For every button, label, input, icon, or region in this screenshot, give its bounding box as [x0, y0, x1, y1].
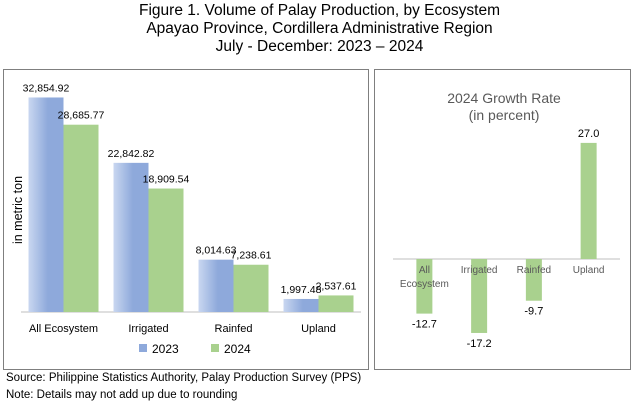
- bar-2023-2: [198, 259, 234, 312]
- bar-2023-1: [113, 162, 149, 312]
- category-label-1: Irrigated: [128, 323, 168, 335]
- bar-2024-3: [318, 295, 354, 312]
- production-volume-panel: 32,854.92 28,685.77 All Ecosystem 22,842.82…: [3, 69, 369, 370]
- growth-label-0: -12.7: [412, 319, 437, 331]
- growth-bar-1: [471, 259, 488, 333]
- figure-subtitle-period: July - December: 2023 – 2024: [215, 38, 424, 55]
- data-label-2023-3: 1,997.48: [281, 284, 322, 296]
- growth-rate-chart: 2024 Growth Rate(in percent) -12.7 All Ecos…: [393, 90, 620, 350]
- category-label-0: All Ecosystem: [29, 323, 98, 335]
- legend-label-2024: 2024: [224, 342, 251, 356]
- growth-chart-title: 2024 Growth Rate: [447, 90, 561, 106]
- growth-category-label-0: All: [419, 265, 430, 276]
- bar-2024-2: [233, 264, 269, 312]
- growth-label-2: -9.7: [524, 306, 543, 318]
- growth-bar-0: [416, 259, 433, 314]
- growth-category-label-3: Upland: [573, 265, 605, 276]
- bar-2023-0: [28, 97, 64, 312]
- category-label-2: Rainfed: [215, 323, 253, 335]
- growth-bar-2: [525, 259, 542, 301]
- y-axis-label: in metric ton: [11, 176, 25, 244]
- category-label-3: Upland: [301, 323, 336, 335]
- growth-category-label-2: Rainfed: [517, 265, 551, 276]
- figure-title: Figure 1. Volume of Palay Production, by…: [139, 2, 500, 19]
- growth-rate-panel: 2024 Growth Rate (in percent) -12.7 All Ecos…: [374, 69, 631, 370]
- legend-label-2023: 2023: [152, 342, 179, 356]
- figure-subtitle-location: Apayao Province, Cordillera Administrati…: [146, 20, 493, 37]
- rounding-note: Note: Details may not add up due to roun…: [6, 389, 238, 401]
- data-label-2023-1: 22,842.82: [108, 148, 155, 160]
- data-label-2023-2: 8,014.63: [196, 245, 237, 257]
- data-label-2024-3: 2,537.61: [316, 280, 357, 292]
- production-volume-chart: 32,854.92 28,685.77 All Ecosystem 22,842.82…: [11, 82, 361, 356]
- legend-swatch-2024: [211, 344, 219, 352]
- source-note: Source: Philippine Statistics Authority,…: [6, 372, 362, 384]
- growth-label-1: -17.2: [467, 338, 492, 350]
- growth-label-3: 27.0: [578, 128, 599, 140]
- growth-category-label-1: Irrigated: [461, 265, 498, 276]
- legend-swatch-2023: [139, 344, 147, 352]
- data-label-2024-0: 28,685.77: [58, 110, 105, 122]
- data-label-2024-2: 7,238.61: [231, 250, 272, 262]
- data-label-2023-0: 32,854.92: [23, 82, 70, 94]
- bar-2024-0: [63, 124, 99, 312]
- growth-category-label-0-1: Ecosystem: [400, 279, 449, 290]
- bar-2023-3: [283, 298, 319, 312]
- data-label-2024-1: 18,909.54: [143, 174, 190, 186]
- growth-chart-subtitle: (in percent): [469, 107, 540, 123]
- growth-bar-3: [580, 142, 597, 259]
- bar-2024-1: [148, 188, 184, 312]
